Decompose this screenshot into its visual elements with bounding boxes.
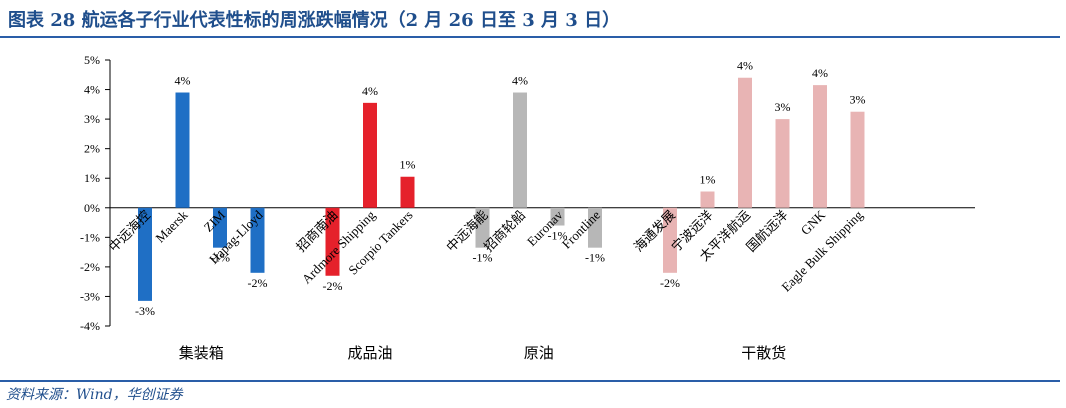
data-label: 4% bbox=[737, 59, 753, 73]
group-label: 集装箱 bbox=[179, 345, 224, 362]
data-label: -1% bbox=[548, 229, 568, 243]
y-tick-label: 2% bbox=[84, 142, 100, 156]
data-label: -2% bbox=[248, 276, 268, 290]
data-label: -2% bbox=[660, 276, 680, 290]
data-label: -1% bbox=[473, 251, 493, 265]
data-label: 1% bbox=[700, 173, 716, 187]
bar-chart: 5%4%3%2%1%0%-1%-2%-3%-4%-3%中远海控4%Maersk-… bbox=[80, 53, 975, 362]
bar bbox=[775, 119, 790, 208]
data-label: 1% bbox=[400, 158, 416, 172]
y-tick-label: -4% bbox=[80, 319, 100, 333]
bar bbox=[738, 77, 752, 208]
y-tick-label: -2% bbox=[80, 260, 100, 274]
bar bbox=[588, 207, 602, 248]
y-tick-label: -1% bbox=[80, 230, 100, 244]
bar bbox=[550, 207, 565, 226]
y-tick-label: 1% bbox=[84, 171, 100, 185]
bar bbox=[850, 111, 865, 208]
group-label: 原油 bbox=[524, 345, 554, 362]
data-label: 4% bbox=[175, 74, 191, 88]
bar bbox=[400, 176, 415, 208]
bar bbox=[213, 207, 227, 248]
data-label: -2% bbox=[323, 279, 343, 293]
bar bbox=[325, 207, 340, 276]
bar bbox=[813, 85, 827, 208]
chart-title: 图表 28 航运各子行业代表性标的周涨跌幅情况（2 月 26 日至 3 月 3 … bbox=[8, 10, 621, 31]
group-label: 干散货 bbox=[741, 345, 786, 362]
y-tick-label: 0% bbox=[84, 201, 100, 215]
y-tick-label: 5% bbox=[84, 53, 100, 67]
bar bbox=[475, 207, 490, 248]
category-label: GNK bbox=[798, 207, 829, 238]
data-label: 4% bbox=[812, 66, 828, 80]
bar bbox=[700, 191, 715, 208]
bar bbox=[663, 207, 677, 273]
category-label: 国航远洋 bbox=[743, 207, 790, 254]
y-tick-label: 3% bbox=[84, 112, 100, 126]
category-label: Maersk bbox=[152, 207, 191, 246]
source-note: 资料来源：Wind，华创证券 bbox=[6, 387, 183, 403]
data-label: -1% bbox=[585, 251, 605, 265]
y-tick-label: -3% bbox=[80, 289, 100, 303]
data-label: 3% bbox=[775, 100, 791, 114]
title-rule bbox=[0, 36, 1060, 38]
bar bbox=[513, 92, 527, 208]
data-label: 4% bbox=[362, 84, 378, 98]
group-label: 成品油 bbox=[347, 345, 392, 362]
bar bbox=[138, 207, 152, 301]
bar bbox=[250, 207, 265, 273]
data-label: 3% bbox=[850, 93, 866, 107]
bar bbox=[175, 92, 190, 208]
data-label: 4% bbox=[512, 74, 528, 88]
data-label: -1% bbox=[210, 251, 230, 265]
data-label: -3% bbox=[135, 304, 155, 318]
bar bbox=[363, 102, 377, 208]
y-tick-label: 4% bbox=[84, 83, 100, 97]
footer-rule bbox=[0, 380, 1060, 382]
